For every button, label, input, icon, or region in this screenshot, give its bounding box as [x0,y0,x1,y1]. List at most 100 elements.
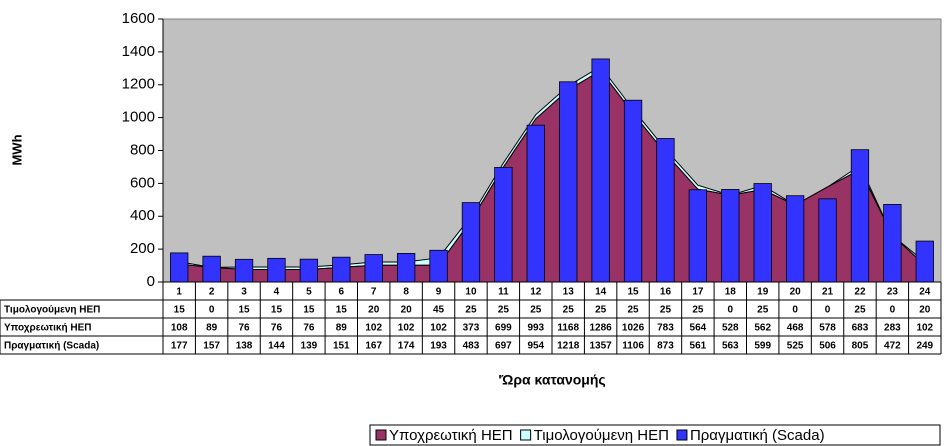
table-value: 151 [333,341,350,352]
table-value: 102 [398,323,415,334]
table-value: 373 [463,323,480,334]
table-value: 1286 [590,323,613,334]
table-value: 25 [757,305,769,316]
table-value: 76 [271,323,283,334]
bar [753,183,772,283]
table-value: 468 [787,323,804,334]
table-value: 25 [660,305,672,316]
y-tick-label: 600 [130,174,155,191]
y-tick-label: 1400 [122,43,155,60]
table-value: 167 [365,341,382,352]
table-value: 699 [495,323,512,334]
table-value: 138 [236,341,253,352]
bar [526,124,545,283]
table-value: 157 [203,341,220,352]
table-value: 472 [884,341,901,352]
table-value: 108 [171,323,188,334]
legend-label: Τιμολογούμενη ΗΕΠ [534,427,669,444]
table-value: 1168 [557,323,579,334]
table-value: 177 [171,341,188,352]
table-value: 528 [722,323,739,334]
table-value: 483 [463,341,480,352]
legend-label: Πραγματική (Scada) [690,427,825,444]
bar [623,99,643,283]
bar [429,249,448,283]
bar [656,138,675,283]
bar [332,256,351,283]
x-tick-label: 9 [436,287,442,298]
x-tick-label: 20 [790,287,802,298]
bar [267,257,286,283]
table-value: 249 [916,341,933,352]
table-value: 25 [692,305,704,316]
x-tick-label: 4 [274,287,280,298]
table-row-label: Υποχρεωτική ΗΕΠ [4,323,91,334]
x-tick-label: 1 [176,287,182,298]
bar [785,195,805,283]
x-tick-label: 10 [465,287,477,298]
y-tick-label: 1000 [122,109,155,126]
legend-swatch [676,429,688,441]
bar [461,202,481,283]
bar [364,254,383,283]
x-tick-label: 6 [339,287,345,298]
y-tick-label: 200 [130,240,155,257]
table-value: 805 [852,341,869,352]
table-value: 20 [919,305,931,316]
table-value: 0 [728,305,734,316]
bar [396,252,416,283]
table-value: 144 [268,341,285,352]
legend-label: Υποχρεωτική ΗΕΠ [389,427,513,444]
bar [721,189,740,283]
table-value: 25 [627,305,639,316]
table-value: 25 [595,305,607,316]
table-value: 76 [303,323,315,334]
table-row-label: Πραγματική (Scada) [4,341,99,352]
table-value: 102 [430,323,447,334]
x-tick-label: 16 [660,287,672,298]
table-value: 506 [819,341,836,352]
table-value: 0 [792,305,798,316]
table-value: 102 [365,323,382,334]
x-tick-label: 12 [530,287,542,298]
bar [299,258,319,283]
table-value: 89 [336,323,348,334]
bar [559,81,578,283]
table-value: 25 [563,305,575,316]
table-value: 193 [430,341,447,352]
table-value: 578 [819,323,836,334]
bar [818,198,837,283]
table-value: 697 [495,341,512,352]
table-value: 563 [722,341,739,352]
y-axis-label: MWh [9,134,24,165]
x-tick-label: 24 [919,287,931,298]
table-value: 564 [690,323,707,334]
y-tick-label: 1200 [122,76,155,93]
x-tick-label: 2 [209,287,215,298]
table-value: 89 [206,323,218,334]
table-value: 139 [301,341,318,352]
x-tick-label: 19 [757,287,769,298]
x-tick-label: 23 [887,287,899,298]
bar [494,167,513,283]
legend-swatch [375,429,387,441]
table-value: 683 [852,323,869,334]
table-row-label: Τιμολογούμενη ΗΕΠ [4,305,100,316]
table-value: 20 [368,305,380,316]
table-value: 102 [916,323,933,334]
x-tick-label: 8 [403,287,409,298]
table-value: 25 [530,305,542,316]
table-value: 15 [238,305,250,316]
table-value: 25 [854,305,866,316]
table-value: 15 [336,305,348,316]
table-value: 562 [754,323,771,334]
table-value: 283 [884,323,901,334]
x-tick-label: 3 [241,287,247,298]
table-value: 599 [754,341,771,352]
y-tick-label: 0 [147,273,155,290]
table-value: 15 [174,305,186,316]
table-value: 15 [303,305,315,316]
bar [202,255,221,283]
x-tick-label: 15 [627,287,639,298]
